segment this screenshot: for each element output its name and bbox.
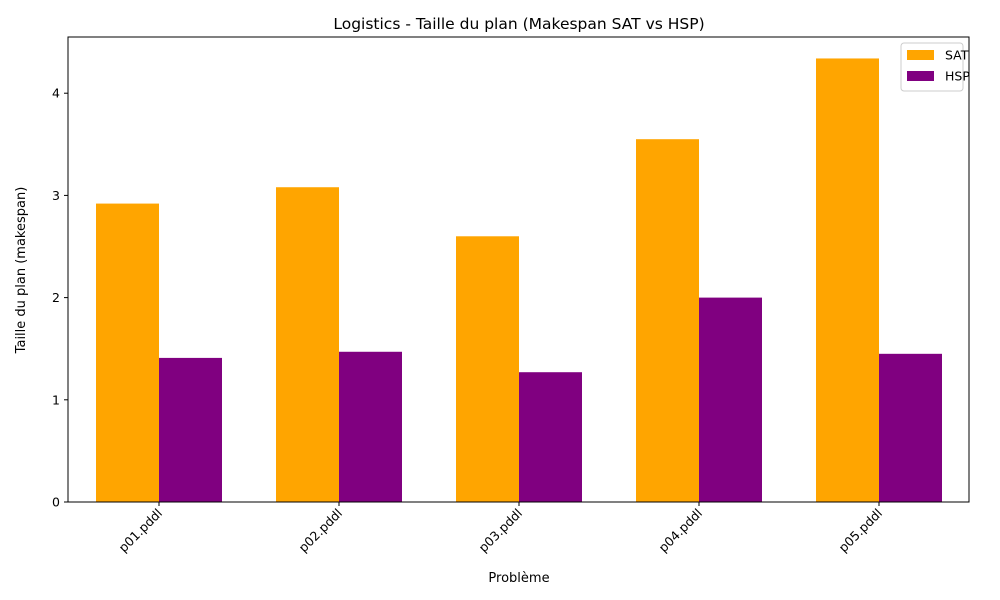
plot-frame — [67, 36, 970, 503]
y-tick-label: 1 — [52, 392, 60, 407]
bar-sat-p05-pddl — [816, 58, 879, 502]
bar-hsp-p02-pddl — [339, 351, 402, 502]
bar-sat-p02-pddl — [276, 187, 339, 502]
bar-sat-p01-pddl — [96, 203, 159, 503]
bar-hsp-p04-pddl — [699, 297, 762, 502]
x-tick-label: p01.pddl — [116, 506, 166, 556]
x-tick-label: p03.pddl — [476, 506, 526, 556]
x-tick-label: p04.pddl — [656, 506, 706, 556]
y-tick-label: 2 — [52, 290, 60, 305]
chart-title: Logistics - Taille du plan (Makespan SAT… — [333, 15, 704, 33]
bar-hsp-p01-pddl — [159, 357, 222, 502]
y-tick-label: 4 — [52, 86, 60, 101]
x-tick-label: p05.pddl — [836, 506, 886, 556]
legend: SAT HSP — [900, 42, 970, 92]
y-tick-label: 0 — [52, 495, 60, 510]
y-tick-label: 3 — [52, 188, 60, 203]
bar-hsp-p03-pddl — [519, 372, 582, 502]
legend-label-hsp: HSP — [945, 69, 970, 84]
bar-sat-p04-pddl — [636, 139, 699, 502]
x-tick-label: p02.pddl — [296, 506, 346, 556]
y-axis-label: Taille du plan (makespan) — [14, 187, 29, 355]
legend-swatch-hsp — [907, 71, 934, 81]
legend-label-sat: SAT — [945, 48, 969, 63]
bar-sat-p03-pddl — [456, 236, 519, 503]
legend-swatch-sat — [907, 50, 934, 60]
bar-hsp-p05-pddl — [879, 353, 942, 502]
x-axis-label: Problème — [488, 571, 549, 586]
